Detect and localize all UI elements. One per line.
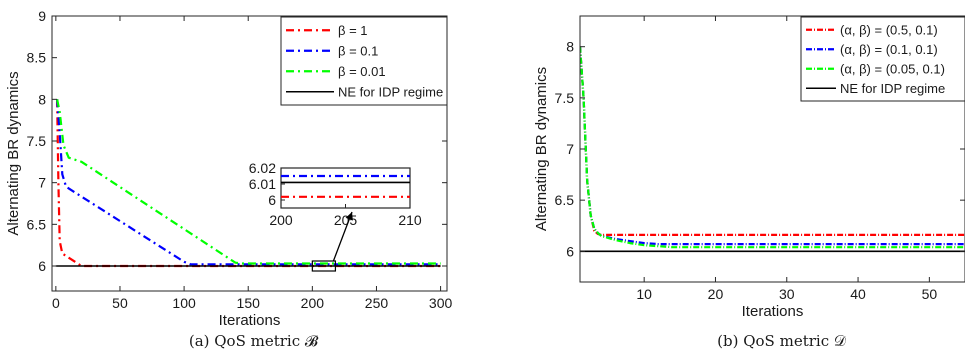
legend-entry-1: (α, β) = (0.1, 0.1) — [840, 42, 938, 57]
plot-area — [55, 99, 441, 268]
y-tick-label: 6.5 — [555, 192, 575, 208]
y-tick-label: 6.5 — [27, 216, 47, 232]
legend: β = 1 β = 0.1 β = 0.01 NE for IDP regime — [280, 16, 448, 106]
y-tick-label: 7 — [38, 175, 46, 191]
y-tick-label: 7.5 — [27, 133, 47, 149]
y-tick-label: 7.5 — [555, 90, 575, 106]
legend-entry-2: (α, β) = (0.05, 0.1) — [840, 61, 945, 76]
legend-entry-1: β = 0.1 — [338, 43, 378, 58]
x-tick-label: 40 — [850, 286, 866, 302]
series-line-2 — [580, 46, 965, 249]
inset-frame — [280, 167, 411, 209]
x-tick-label: 30 — [779, 286, 795, 302]
y-tick-label: 7 — [566, 141, 574, 157]
legend-entry-3: NE for IDP regime — [338, 84, 443, 99]
x-tick-label: 50 — [922, 286, 938, 302]
y-tick-label: 8 — [38, 91, 46, 107]
figure-caption: (a) QoS metric 𝓑 — [189, 332, 319, 350]
y-axis-label: Alternating BR dynamics — [533, 67, 550, 231]
x-tick-label: 20 — [708, 286, 724, 302]
legend-entry-0: (α, β) = (0.5, 0.1) — [840, 22, 938, 37]
chart-a: 0 50 100 150 200 250 300 6 6.5 7 7.5 8 8.5 9 Iteration… — [5, 8, 452, 350]
legend-entry-0: β = 1 — [338, 23, 368, 38]
y-tick-label: 6 — [38, 258, 46, 274]
series-line-2 — [56, 99, 441, 265]
x-tick-label: 0 — [52, 295, 60, 311]
series-line-0 — [56, 99, 441, 268]
inset-y-tick-label: 6.01 — [249, 176, 276, 192]
inset-axes: 66.016.02 200 205 210 — [249, 160, 422, 228]
series-line-1 — [56, 99, 441, 266]
inset-y-tick-label: 6.02 — [249, 160, 276, 176]
x-tick-label: 150 — [237, 295, 261, 311]
axes-frame — [51, 15, 448, 292]
x-tick-label: 50 — [112, 295, 128, 311]
zoom-region-box — [311, 260, 337, 272]
x-axis-label: Iterations — [219, 312, 281, 329]
x-tick-label: 250 — [365, 295, 389, 311]
inset-x-tick-label: 205 — [334, 212, 358, 228]
legend: (α, β) = (0.5, 0.1) (α, β) = (0.1, 0.1) (α… — [800, 16, 965, 102]
figure-caption: (b) QoS metric 𝒟 — [717, 332, 846, 350]
zoom-arrow — [332, 211, 353, 262]
legend-box — [800, 16, 965, 102]
y-tick-label: 8.5 — [27, 50, 47, 66]
legend-box — [280, 16, 448, 106]
inset-y-tick-label: 6 — [268, 192, 276, 208]
plot-area — [580, 46, 965, 253]
chart-b: 10 20 30 40 50 6 6.5 7 7.5 8 Iterations Alternating… — [533, 15, 965, 350]
y-axis-label: Alternating BR dynamics — [5, 71, 22, 235]
y-tick-label: 8 — [566, 39, 574, 55]
x-tick-label: 100 — [172, 295, 196, 311]
inset-x-tick-label: 210 — [398, 212, 422, 228]
y-tick-label: 9 — [38, 8, 46, 24]
inset-x-tick-label: 200 — [269, 212, 293, 228]
legend-entry-2: β = 0.01 — [338, 64, 386, 79]
y-tick-label: 6 — [566, 243, 574, 259]
legend-entry-3: NE for IDP regime — [840, 81, 945, 96]
x-tick-label: 200 — [301, 295, 325, 311]
x-axis-label: Iterations — [742, 303, 804, 320]
x-tick-label: 10 — [636, 286, 652, 302]
x-tick-label: 300 — [429, 295, 453, 311]
